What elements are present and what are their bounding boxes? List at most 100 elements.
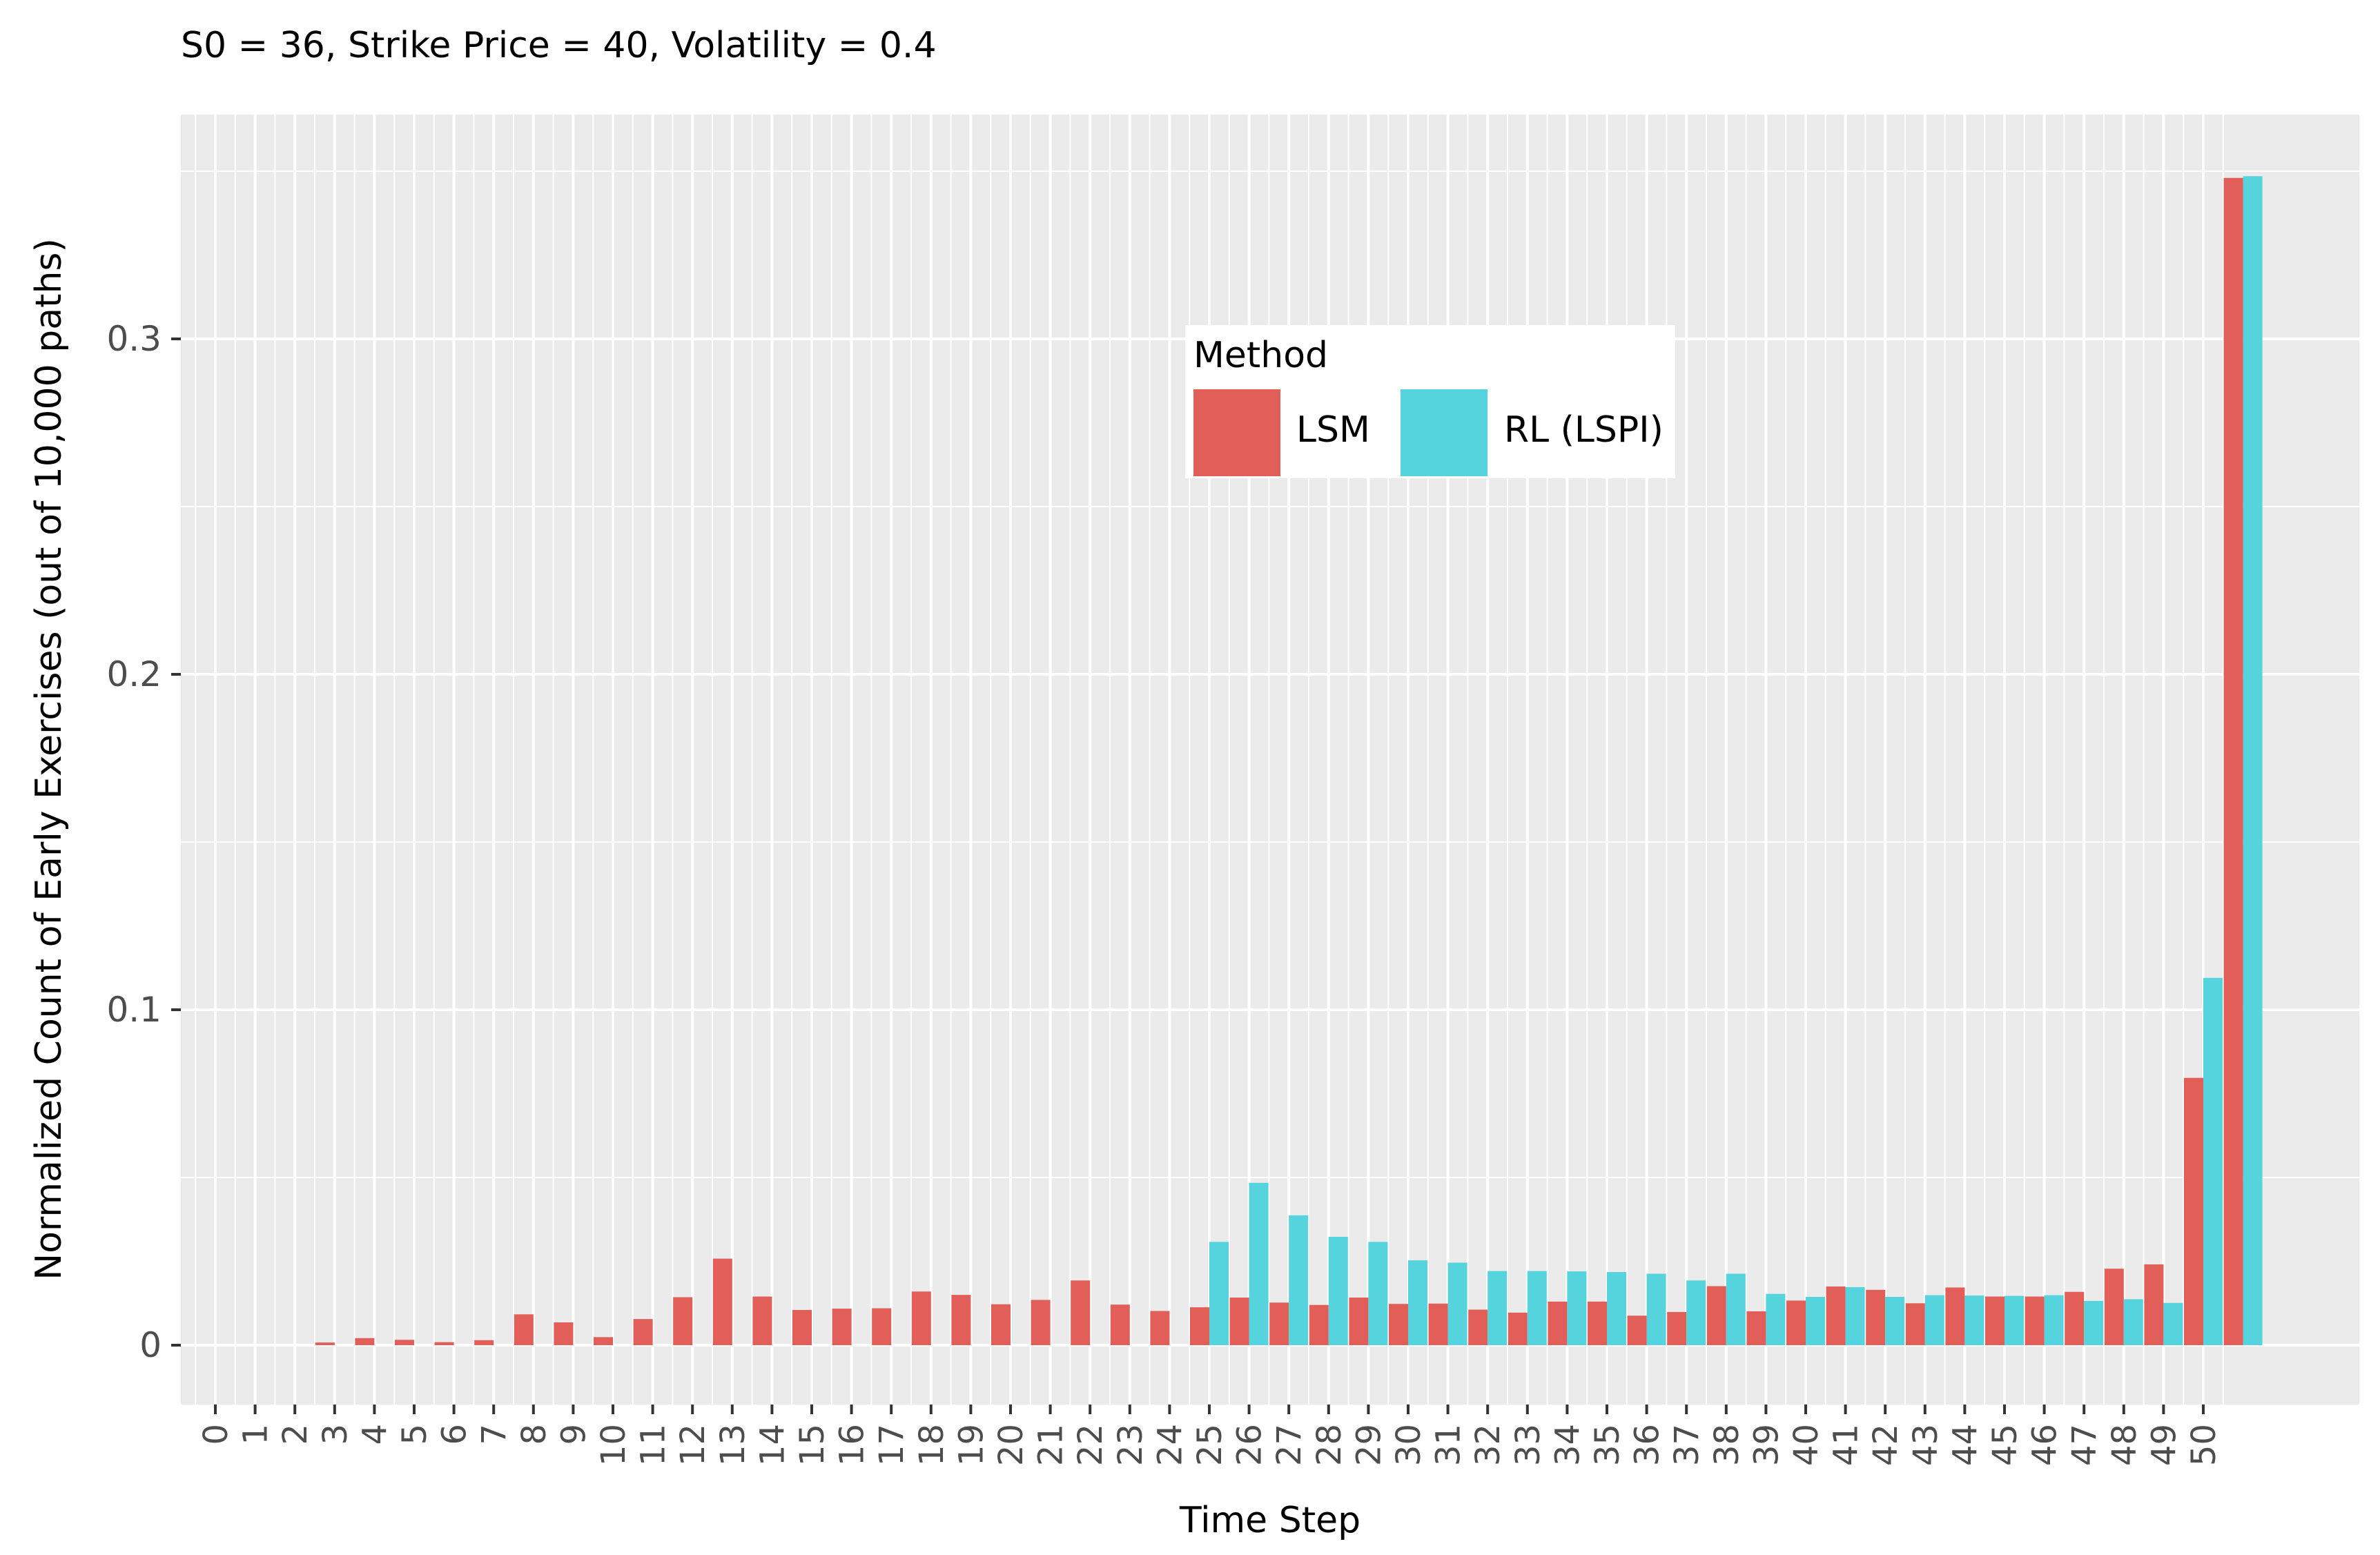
bar-rl-lspi	[1408, 1260, 1427, 1345]
bar-lsm	[1269, 1302, 1289, 1345]
x-tick-label: 41	[1827, 1424, 1866, 1466]
bar-lsm	[1786, 1300, 1806, 1345]
y-tick-label: 0.2	[106, 654, 162, 694]
bar-lsm	[911, 1291, 931, 1345]
bar-rl-lspi	[1726, 1273, 1746, 1345]
bar-lsm	[1746, 1311, 1766, 1345]
x-tick-label: 0	[197, 1424, 235, 1445]
x-tick-label: 44	[1946, 1424, 1984, 1466]
x-tick-label: 26	[1231, 1424, 1269, 1466]
bar-lsm	[1229, 1297, 1249, 1345]
bar-lsm	[2104, 1269, 2124, 1345]
bar-lsm	[712, 1258, 732, 1345]
x-tick-label: 10	[594, 1424, 633, 1466]
x-tick-label: 23	[1111, 1424, 1150, 1466]
bar-lsm	[832, 1309, 852, 1345]
legend-label-rl-lspi: RL (LSPI)	[1504, 409, 1664, 451]
bar-rl-lspi	[1686, 1280, 1706, 1345]
x-tick-label: 16	[833, 1424, 872, 1466]
bar-lsm	[1826, 1286, 1846, 1345]
bar-lsm	[2184, 1077, 2203, 1345]
bar-lsm	[434, 1342, 454, 1345]
x-tick-label: 18	[913, 1424, 951, 1466]
minor-gridlines	[181, 115, 2359, 1405]
bar-lsm	[1667, 1311, 1687, 1345]
x-tick-label: 37	[1668, 1424, 1706, 1466]
bar-lsm	[2223, 177, 2243, 1346]
x-tick-label: 29	[1349, 1424, 1388, 1466]
x-tick-label: 6	[436, 1424, 474, 1445]
bar-rl-lspi	[1249, 1182, 1269, 1345]
bar-lsm	[1985, 1296, 2005, 1345]
bar-lsm	[872, 1308, 892, 1345]
bar-lsm	[792, 1309, 812, 1345]
bar-rl-lspi	[1646, 1273, 1666, 1345]
bar-rl-lspi	[1964, 1295, 1984, 1345]
bar-lsm	[1866, 1289, 1886, 1345]
bar-rl-lspi	[1567, 1271, 1587, 1345]
x-tick-label: 25	[1191, 1424, 1229, 1466]
x-tick-label: 1	[237, 1424, 275, 1445]
x-tick-label: 47	[2065, 1424, 2104, 1466]
bar-lsm	[1588, 1301, 1607, 1345]
x-tick-label: 13	[714, 1424, 752, 1466]
bar-lsm	[1706, 1286, 1726, 1345]
bar-rl-lspi	[1806, 1297, 1825, 1345]
bars	[315, 176, 2263, 1346]
bar-lsm	[2065, 1291, 2085, 1345]
bar-lsm	[991, 1304, 1011, 1345]
bar-rl-lspi	[1924, 1295, 1944, 1345]
bar-rl-lspi	[2005, 1295, 2024, 1345]
bar-lsm	[474, 1340, 494, 1345]
x-tick-label: 17	[872, 1424, 911, 1466]
x-tick-label: 12	[674, 1424, 712, 1466]
legend-key-rl-lspi	[1401, 389, 1488, 476]
bar-rl-lspi	[1209, 1242, 1229, 1345]
bar-lsm	[2025, 1296, 2045, 1345]
bar-lsm	[395, 1340, 414, 1345]
bar-lsm	[633, 1319, 653, 1345]
bar-rl-lspi	[1527, 1271, 1547, 1345]
x-tick-label: 27	[1270, 1424, 1309, 1466]
bar-rl-lspi	[1766, 1293, 1786, 1345]
bar-lsm	[1508, 1312, 1528, 1345]
bar-lsm	[1110, 1304, 1130, 1345]
x-tick-label: 42	[1866, 1424, 1905, 1466]
bar-lsm	[1945, 1287, 1965, 1345]
bar-rl-lspi	[2203, 977, 2223, 1345]
x-tick-label: 48	[2105, 1424, 2144, 1466]
x-tick-label: 40	[1787, 1424, 1826, 1466]
x-tick-label: 45	[1986, 1424, 2025, 1466]
x-tick-label: 21	[1032, 1424, 1071, 1466]
x-tick-label: 11	[634, 1424, 673, 1466]
chart-title: S0 = 36, Strike Price = 40, Volatility =…	[181, 25, 937, 66]
y-tick-label: 0.3	[106, 319, 162, 359]
bar-lsm	[1389, 1304, 1408, 1345]
legend-title: Method	[1193, 335, 1329, 376]
x-tick-label: 34	[1548, 1424, 1587, 1466]
legend: Method LSM RL (LSPI)	[1185, 325, 1675, 478]
bar-rl-lspi	[1488, 1271, 1508, 1345]
x-axis-label: Time Step	[1179, 1500, 1360, 1541]
bar-rl-lspi	[1289, 1215, 1309, 1345]
x-tick-label: 2	[276, 1424, 315, 1445]
bar-lsm	[514, 1314, 534, 1345]
x-tick-label: 38	[1708, 1424, 1746, 1466]
legend-key-lsm	[1193, 389, 1280, 476]
bar-rl-lspi	[1885, 1297, 1905, 1345]
bar-lsm	[1905, 1303, 1925, 1345]
x-tick-label: 9	[554, 1424, 593, 1445]
bar-rl-lspi	[2044, 1295, 2064, 1345]
x-tick-label: 49	[2145, 1424, 2183, 1466]
x-tick-label: 19	[952, 1424, 991, 1466]
bar-lsm	[1627, 1316, 1647, 1345]
x-tick-label: 32	[1469, 1424, 1508, 1466]
bar-rl-lspi	[1368, 1242, 1388, 1345]
bar-lsm	[1309, 1304, 1329, 1345]
bar-lsm	[1349, 1297, 1369, 1345]
bar-rl-lspi	[2163, 1302, 2183, 1345]
bar-rl-lspi	[2243, 176, 2263, 1345]
bar-lsm	[1150, 1311, 1170, 1345]
bar-lsm	[1468, 1309, 1488, 1345]
x-tick-label: 33	[1509, 1424, 1548, 1466]
